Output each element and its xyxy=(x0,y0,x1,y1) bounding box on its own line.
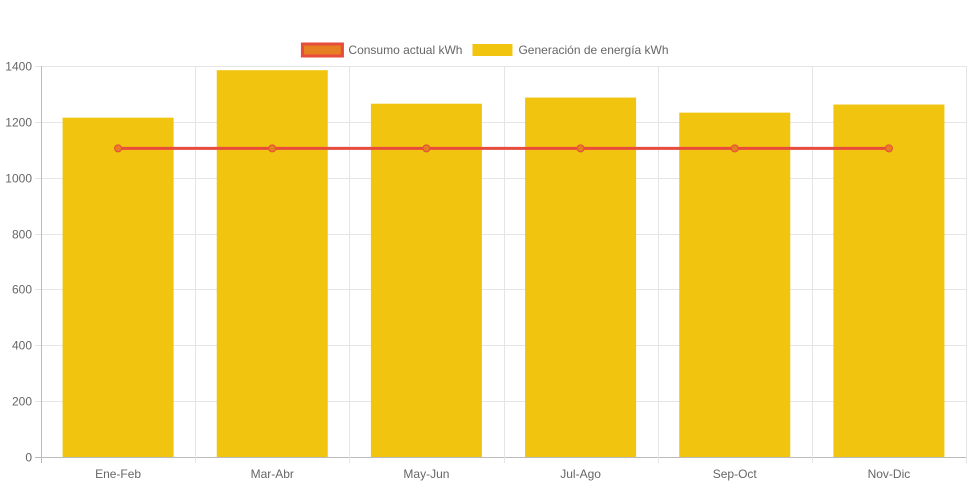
x-tick-label: Jul-Ago xyxy=(560,467,601,481)
y-tick-label: 600 xyxy=(12,283,32,297)
y-tick-label: 200 xyxy=(12,395,32,409)
bar xyxy=(370,103,482,457)
y-tick-label: 1200 xyxy=(5,116,32,130)
line-point xyxy=(576,144,585,153)
axes: 0 200 400 600 800 1000 1200 1400 Ene-Feb Mar-Abr M… xyxy=(5,60,910,482)
grid xyxy=(35,66,967,463)
line-point xyxy=(114,144,123,153)
legend-swatch-generacion[interactable] xyxy=(472,44,513,56)
line-point xyxy=(268,144,277,153)
line-point xyxy=(884,144,893,153)
x-tick-label: Ene-Feb xyxy=(95,467,141,481)
x-tick-label: Sep-Oct xyxy=(713,467,758,481)
legend-swatch-consumo[interactable] xyxy=(300,42,344,58)
legend-label-consumo[interactable]: Consumo actual kWh xyxy=(348,43,462,57)
line-point xyxy=(730,144,739,153)
x-tick-label: Mar-Abr xyxy=(251,467,294,481)
y-tick-label: 400 xyxy=(12,339,32,353)
x-tick-label: Nov-Dic xyxy=(868,467,911,481)
bar xyxy=(679,112,791,457)
line-series xyxy=(114,144,893,153)
bar xyxy=(833,104,945,457)
y-tick-label: 1400 xyxy=(5,60,32,74)
bar xyxy=(216,70,328,458)
line-point xyxy=(422,144,431,153)
bar-series xyxy=(62,70,945,458)
bar xyxy=(525,97,637,457)
bar xyxy=(62,117,174,458)
legend-label-generacion[interactable]: Generación de energía kWh xyxy=(518,43,668,57)
legend[interactable]: Consumo actual kWh Generación de energía … xyxy=(300,42,669,58)
x-tick-label: May-Jun xyxy=(403,467,449,481)
y-tick-label: 0 xyxy=(25,451,32,465)
y-tick-label: 1000 xyxy=(5,172,32,186)
y-tick-label: 800 xyxy=(12,228,32,242)
